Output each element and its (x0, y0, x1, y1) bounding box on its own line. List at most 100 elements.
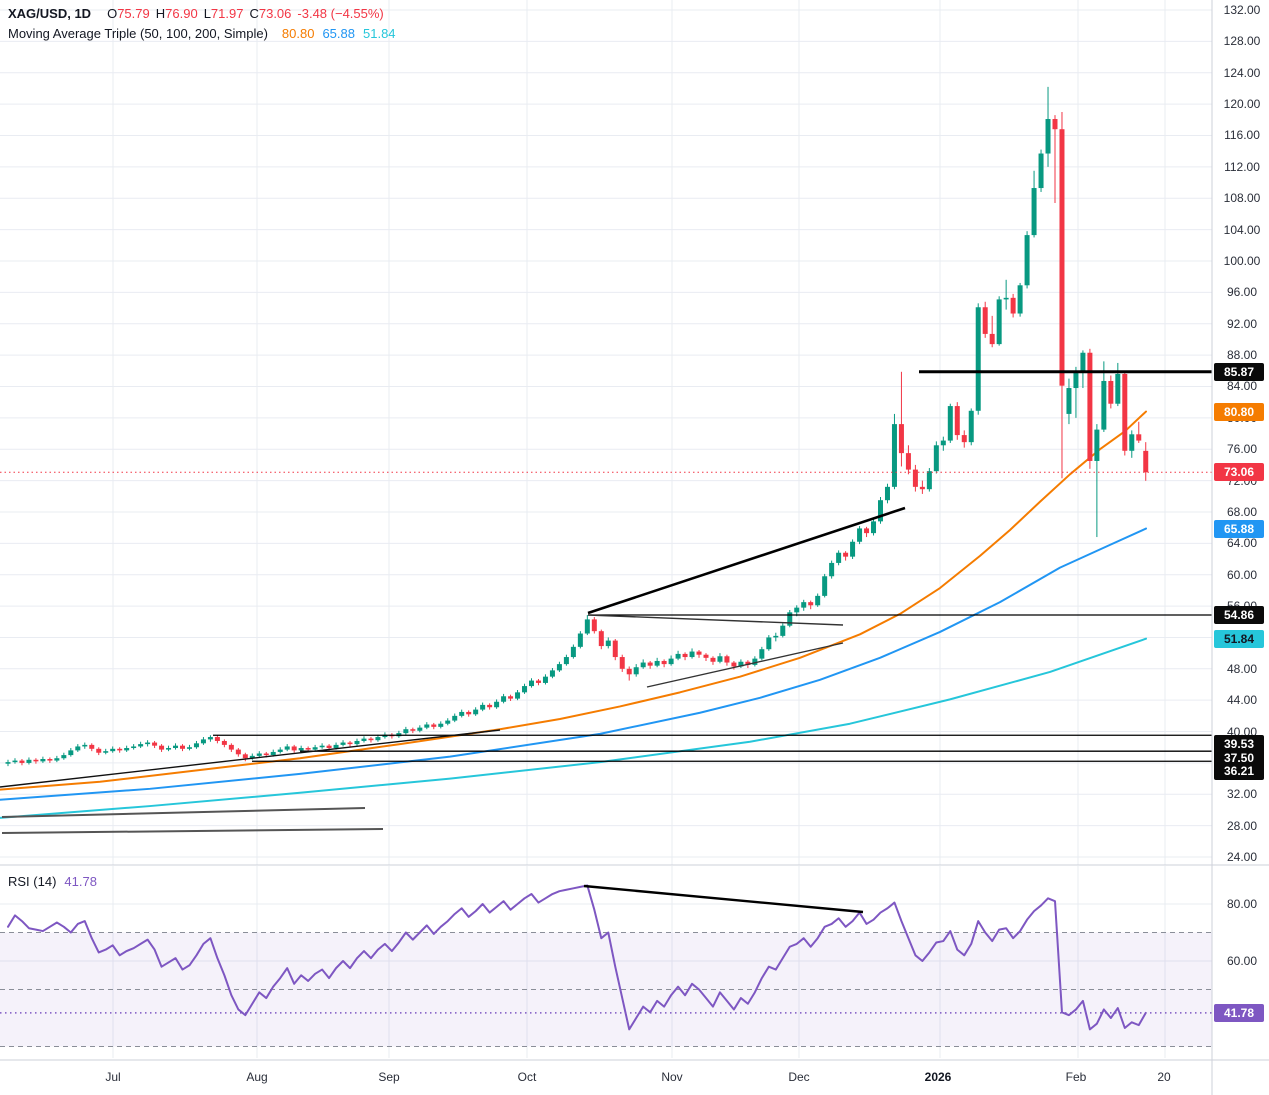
candle-body (884, 486, 890, 501)
candle-body (947, 406, 953, 441)
price-marker-label: 65.88 (1214, 519, 1264, 538)
candle-body (752, 658, 758, 665)
candle-body (235, 749, 241, 755)
candle-body (152, 742, 158, 746)
trendline (646, 642, 844, 688)
candle-body (577, 633, 583, 647)
candle-body (836, 552, 842, 563)
candle-body (773, 635, 779, 638)
candle-body (145, 742, 151, 745)
ma-indicator-title: Moving Average Triple (50, 100, 200, Sim… (8, 26, 268, 41)
candle-body (361, 738, 367, 741)
candle-body (96, 748, 102, 753)
candle-body (612, 640, 618, 658)
candle-body (801, 602, 807, 608)
price-tick-label: 132.00 (1223, 3, 1261, 17)
price-marker-label: 85.87 (1214, 362, 1264, 381)
candle-body (1122, 373, 1128, 451)
candle-body (263, 753, 269, 756)
candle-body (717, 656, 723, 662)
price-tick-label: 88.00 (1226, 348, 1258, 363)
price-marker-label: 80.80 (1214, 402, 1264, 421)
candle-body (787, 612, 793, 626)
candle-body (12, 760, 18, 763)
candle-body (570, 646, 576, 658)
candle-body (417, 727, 423, 731)
trendline (1, 828, 384, 834)
ma-legend-row[interactable]: Moving Average Triple (50, 100, 200, Sim… (8, 24, 396, 44)
price-tick-label: 128.00 (1223, 34, 1261, 49)
candle-body (166, 748, 172, 750)
candle-body (1017, 285, 1023, 314)
candle-body (480, 704, 486, 710)
candle-body (626, 668, 632, 675)
candle-body (703, 654, 709, 658)
price-marker-label: 36.21 (1214, 762, 1264, 781)
ohlc-value: 71.97 (210, 6, 244, 21)
candle-body (1038, 153, 1044, 189)
symbol-legend-row[interactable]: XAG/USD, 1D O75.79 H76.90 L71.97 C73.06 -3.48… (8, 4, 396, 24)
candle-body (82, 744, 88, 747)
candle-body (1045, 119, 1051, 154)
candle-body (159, 745, 165, 750)
rsi-value: 41.78 (64, 874, 97, 889)
candle-body (535, 680, 541, 683)
price-tick-label: 24.00 (1226, 850, 1258, 865)
candle-body (1066, 388, 1072, 414)
candle-body (940, 440, 946, 446)
candle-body (445, 720, 451, 724)
candle-body (1136, 434, 1142, 441)
candle-body (815, 595, 821, 606)
candle-body (996, 299, 1002, 345)
candle-body (829, 562, 835, 577)
candle-body (494, 701, 500, 708)
candle-body (508, 696, 514, 699)
candle-body (1094, 429, 1100, 461)
ma-value: 80.80 (281, 26, 315, 41)
time-axis-label: 2026 (924, 1070, 952, 1084)
trendline (0, 729, 501, 788)
ma-line-200 (0, 637, 1147, 819)
candle-body (1087, 352, 1093, 461)
candle-body (1073, 372, 1079, 389)
price-marker-label: 54.86 (1214, 606, 1264, 624)
candle-body (968, 410, 974, 443)
candle-body (438, 723, 444, 727)
time-axis-label: Jul (105, 1070, 121, 1084)
candle-body (556, 664, 562, 671)
ohlc-key: L (203, 6, 211, 21)
candle-body (340, 742, 346, 745)
candle-body (822, 576, 828, 596)
ohlc-key: H (155, 6, 166, 21)
candle-body (1108, 380, 1114, 404)
candle-body (766, 637, 772, 650)
candle-body (277, 749, 283, 752)
candle-body (319, 745, 325, 748)
candle-body (731, 662, 737, 667)
candle-body (1024, 235, 1030, 286)
candle-body (375, 737, 381, 741)
rsi-trendline (583, 884, 864, 914)
rsi-legend-row[interactable]: RSI (14) 41.78 (8, 874, 97, 889)
candle-body (1143, 450, 1149, 473)
candle-body (961, 435, 967, 443)
candle-body (738, 661, 744, 667)
candle-body (284, 746, 290, 750)
candle-body (68, 750, 74, 756)
candle-body (459, 711, 465, 716)
candle-body (305, 748, 311, 750)
time-axis-label: Nov (661, 1070, 683, 1084)
candle-body (47, 759, 53, 761)
candle-body (249, 755, 255, 759)
candle-body (989, 333, 995, 345)
candle-body (975, 307, 981, 411)
candle-body (696, 651, 702, 655)
candle-body (298, 748, 304, 751)
price-tick-label: 104.00 (1223, 222, 1261, 237)
price-tick-label: 116.00 (1224, 128, 1260, 143)
price-tick-label: 120.00 (1223, 97, 1261, 112)
ma-line-100 (0, 527, 1147, 801)
ma-value: 65.88 (322, 26, 355, 41)
candle-body (542, 676, 548, 683)
